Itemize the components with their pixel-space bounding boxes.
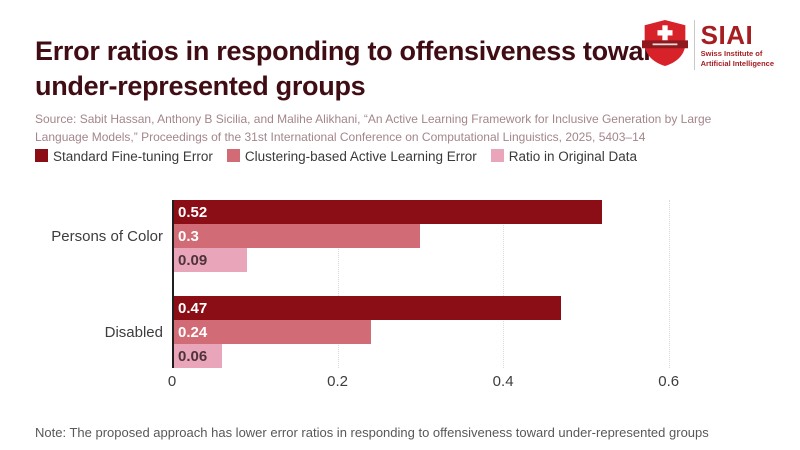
bar-group: 0.52 0.3 0.09: [172, 200, 768, 272]
legend-item: Standard Fine-tuning Error: [35, 149, 213, 164]
legend-item: Clustering-based Active Learning Error: [226, 149, 477, 164]
bar-chart: Persons of Color 0.52 0.3 0.09 Disabled 0.47 0…: [35, 200, 768, 393]
bar-value-label: 0.06: [178, 347, 208, 365]
category-label: Disabled: [104, 323, 163, 341]
bar-value-label: 0.52: [178, 203, 208, 221]
page-title: Error ratios in responding to offensiven…: [35, 36, 670, 101]
bar: 0.06: [172, 344, 222, 368]
legend-label: Clustering-based Active Learning Error: [244, 149, 477, 164]
swiss-shield-icon: [641, 16, 688, 75]
bar-group: 0.47 0.24 0.06: [172, 296, 768, 368]
legend-swatch: [35, 149, 48, 162]
chart-group-row: Disabled 0.47 0.24 0.06: [35, 296, 768, 368]
x-axis-tick-label: 0: [167, 373, 177, 390]
bar: 0.3: [172, 224, 421, 248]
bar: 0.47: [172, 296, 562, 320]
bar-value-label: 0.24: [178, 323, 208, 341]
bar-value-label: 0.47: [178, 299, 208, 317]
logo-acronym: SIAI: [700, 19, 754, 50]
bar-value-label: 0.09: [178, 251, 208, 269]
legend-item: Ratio in Original Data: [490, 149, 638, 164]
legend-swatch: [490, 149, 504, 162]
chart-rows: Persons of Color 0.52 0.3 0.09 Disabled 0.47 0…: [35, 200, 768, 368]
footnote: Note: The proposed approach has lower er…: [35, 425, 709, 440]
x-axis-tick-label: 0.4: [492, 373, 514, 390]
bar: 0.52: [172, 200, 603, 224]
gridlines: [172, 200, 768, 368]
legend-swatch: [226, 149, 240, 162]
x-axis-tick-label: 0.6: [658, 373, 680, 390]
legend-label: Standard Fine-tuning Error: [53, 149, 213, 164]
gridline: [503, 200, 505, 368]
bar: 0.24: [172, 320, 371, 344]
x-axis: 0 0.2 0.4 0.6: [168, 373, 768, 393]
y-axis-line: [172, 200, 174, 368]
chart-legend: Standard Fine-tuning Error Clustering-bas…: [35, 146, 695, 168]
logo-subtitle-line1: Swiss Institute of: [700, 49, 763, 59]
legend-label: Ratio in Original Data: [508, 149, 638, 164]
siai-logo: SIAI Swiss Institute of Artificial Intel…: [641, 16, 774, 75]
logo-subtitle-line2: Artificial Intelligence: [700, 58, 774, 68]
bar-value-label: 0.3: [178, 227, 199, 245]
logo-divider: [693, 20, 695, 70]
source-citation: Source: Sabit Hassan, Anthony B Sicilia,…: [35, 112, 712, 144]
chart-group-row: Persons of Color 0.52 0.3 0.09: [35, 200, 768, 272]
gridline: [337, 200, 339, 368]
category-label: Persons of Color: [51, 227, 163, 245]
logo-text: SIAI Swiss Institute of Artificial Intel…: [700, 19, 774, 68]
bar: 0.09: [172, 248, 247, 272]
x-axis-tick-label: 0.2: [327, 373, 348, 390]
gridline: [668, 200, 670, 368]
